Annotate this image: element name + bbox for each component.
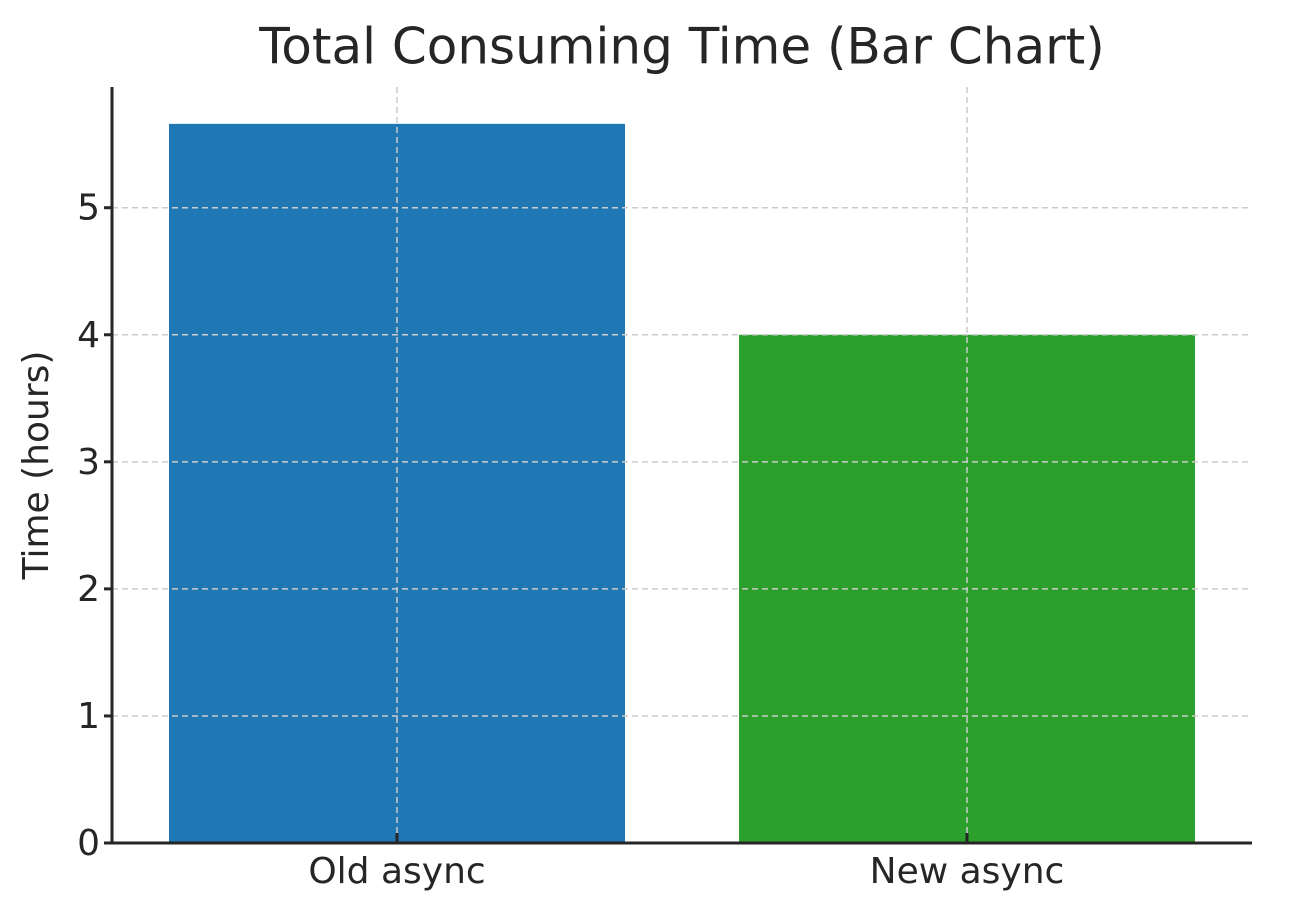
chart-title: Total Consuming Time (Bar Chart) bbox=[258, 18, 1105, 76]
x-tick-label: Old async bbox=[308, 851, 485, 892]
y-tick-label: 4 bbox=[77, 315, 100, 356]
y-tick-label: 5 bbox=[77, 188, 100, 229]
y-tick-label: 2 bbox=[77, 569, 100, 610]
bar bbox=[169, 123, 625, 844]
x-tick-label: New async bbox=[870, 851, 1065, 892]
y-tick-label: 0 bbox=[77, 823, 100, 864]
y-tick-label: 3 bbox=[77, 442, 100, 483]
y-tick-label: 1 bbox=[77, 696, 100, 737]
y-axis-label: Time (hours) bbox=[16, 351, 57, 581]
